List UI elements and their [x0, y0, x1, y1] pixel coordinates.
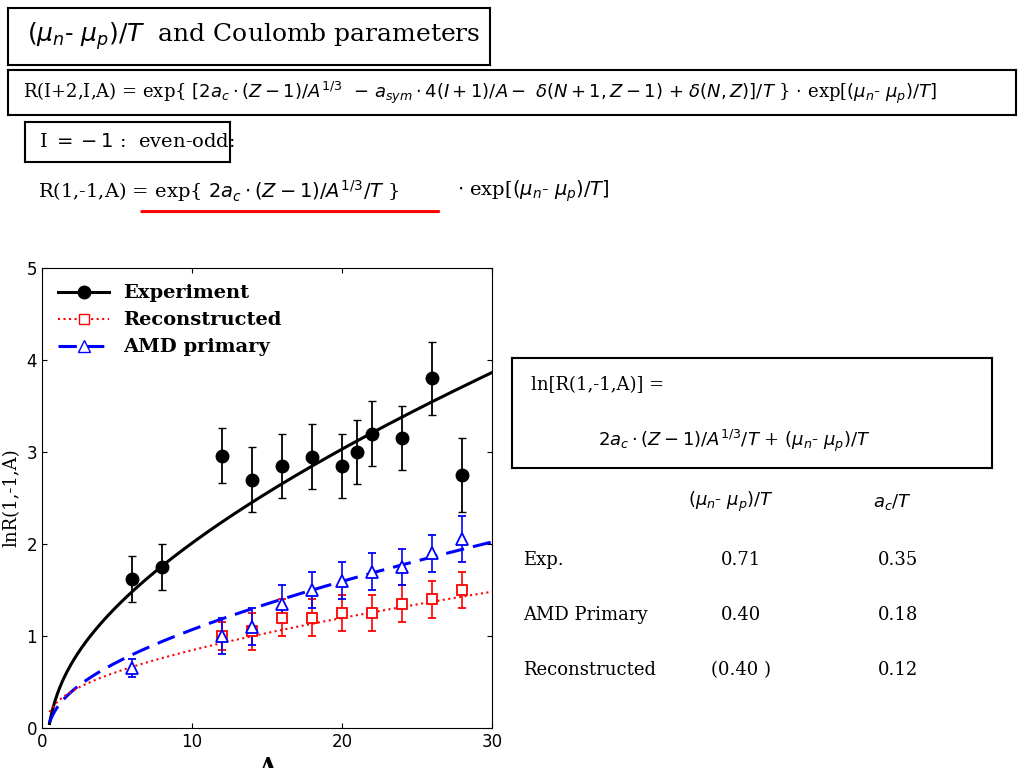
- Y-axis label: lnR(1,-1,A): lnR(1,-1,A): [3, 449, 20, 548]
- Text: $(\mu_n$- $\mu_p)/T$: $(\mu_n$- $\mu_p)/T$: [688, 490, 773, 515]
- X-axis label: A: A: [258, 756, 276, 768]
- Text: R(1,-1,A) = exp{ $2a_c\cdot(Z-1)/A^{1/3}/T$ }: R(1,-1,A) = exp{ $2a_c\cdot(Z-1)/A^{1/3}…: [38, 178, 400, 204]
- Text: 0.35: 0.35: [878, 551, 918, 569]
- Text: 0.12: 0.12: [878, 661, 918, 679]
- Text: $2a_c\cdot(Z-1)/A^{1/3}/T$ + $(\mu_n$- $\mu_p)/T$: $2a_c\cdot(Z-1)/A^{1/3}/T$ + $(\mu_n$- $…: [598, 427, 871, 454]
- Legend: Experiment, Reconstructed, AMD primary: Experiment, Reconstructed, AMD primary: [51, 277, 289, 363]
- Text: (0.40 ): (0.40 ): [711, 661, 771, 679]
- Text: Reconstructed: Reconstructed: [523, 661, 656, 679]
- Text: 0.18: 0.18: [878, 606, 918, 624]
- Text: $a_c/T$: $a_c/T$: [873, 492, 912, 512]
- Text: ln[R(1,-1,A)] =: ln[R(1,-1,A)] =: [531, 376, 665, 395]
- Text: $(\mu_n$- $\mu_p)/T$  and Coulomb parameters: $(\mu_n$- $\mu_p)/T$ and Coulomb paramet…: [28, 21, 480, 52]
- Text: 0.71: 0.71: [721, 551, 761, 569]
- Text: R(I+2,I,A) = exp{ $[2a_c\cdot(Z-1)/A^{1/3}$  $-$ $a_{sym}\cdot4(I+1)/A-$ $\delta: R(I+2,I,A) = exp{ $[2a_c\cdot(Z-1)/A^{1/…: [24, 79, 937, 106]
- Text: I $= -1$ :  even-odd:: I $= -1$ : even-odd:: [39, 133, 236, 151]
- Text: Exp.: Exp.: [523, 551, 564, 569]
- Text: AMD Primary: AMD Primary: [523, 606, 648, 624]
- Text: $\cdot$ exp[$(\mu_n$- $\mu_p)/T]$: $\cdot$ exp[$(\mu_n$- $\mu_p)/T]$: [457, 179, 609, 204]
- Text: 0.40: 0.40: [721, 606, 761, 624]
